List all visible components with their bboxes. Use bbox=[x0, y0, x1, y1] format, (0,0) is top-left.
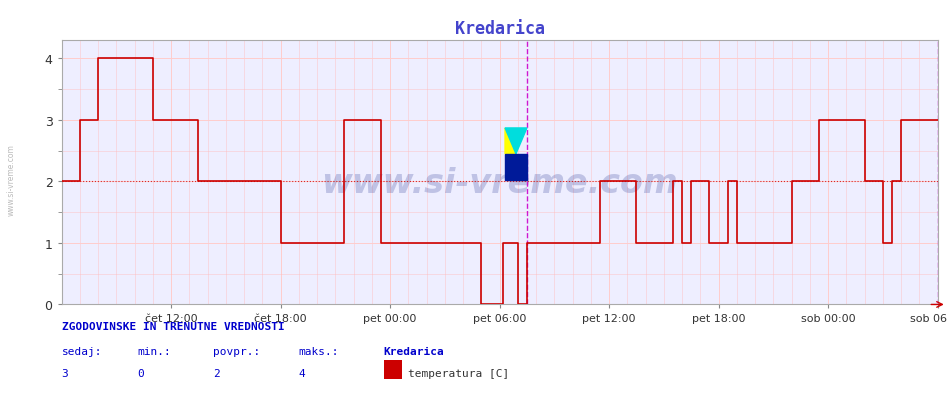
Polygon shape bbox=[505, 128, 527, 154]
Bar bbox=[505, 154, 527, 180]
Text: www.si-vreme.com: www.si-vreme.com bbox=[7, 144, 16, 216]
Text: maks.:: maks.: bbox=[298, 346, 339, 357]
Text: Kredarica: Kredarica bbox=[384, 346, 444, 357]
Text: 0: 0 bbox=[137, 368, 144, 378]
Text: 2: 2 bbox=[213, 368, 220, 378]
Text: ZGODOVINSKE IN TRENUTNE VREDNOSTI: ZGODOVINSKE IN TRENUTNE VREDNOSTI bbox=[62, 321, 284, 331]
Text: 3: 3 bbox=[62, 368, 68, 378]
Text: sedaj:: sedaj: bbox=[62, 346, 102, 357]
Title: Kredarica: Kredarica bbox=[455, 20, 545, 38]
Text: www.si-vreme.com: www.si-vreme.com bbox=[321, 167, 678, 200]
Text: povpr.:: povpr.: bbox=[213, 346, 260, 357]
Text: min.:: min.: bbox=[137, 346, 171, 357]
Text: 4: 4 bbox=[298, 368, 305, 378]
Polygon shape bbox=[505, 128, 516, 154]
Text: temperatura [C]: temperatura [C] bbox=[408, 368, 509, 378]
